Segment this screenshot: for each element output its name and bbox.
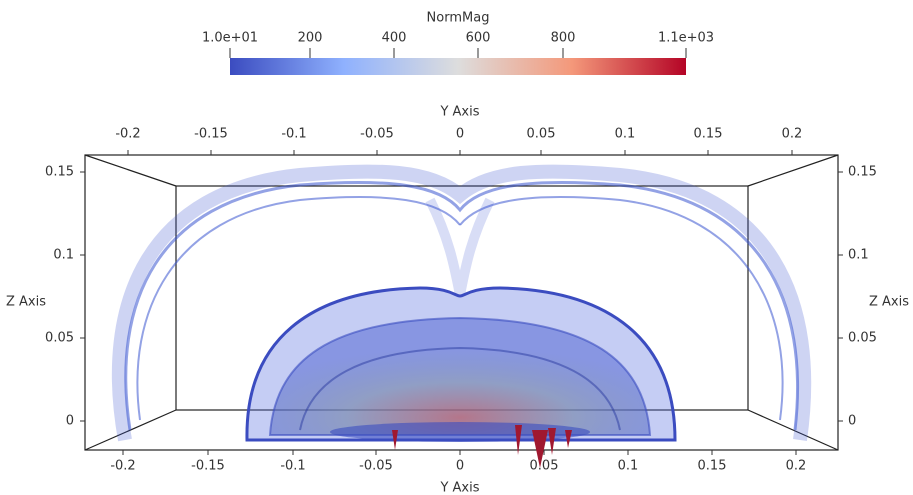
- labels: NormMag 1.0e+01 200 400 600 800 1.1e+03 Y Axis -…: [6, 11, 909, 495]
- left-axis-title: Z Axis: [6, 295, 46, 310]
- colorbar: [230, 58, 686, 75]
- top-tick-label: 0: [456, 127, 464, 142]
- bottom-tick-label: -0.2: [110, 459, 135, 474]
- bottom-tick-label: 0: [456, 459, 464, 474]
- top-tick-label: 0.1: [615, 127, 636, 142]
- top-tick-label: 0.2: [782, 127, 803, 142]
- left-tick-label: 0.15: [45, 165, 74, 180]
- right-tick-label: 0.05: [848, 331, 877, 346]
- colorbar-tick-label: 600: [466, 31, 491, 46]
- colorbar-tick-label: 1.1e+03: [658, 31, 714, 46]
- top-tick-label: -0.2: [115, 127, 140, 142]
- right-tick-label: 0.15: [848, 165, 877, 180]
- bottom-tick-label: -0.15: [191, 459, 225, 474]
- top-tick-label: 0.05: [527, 127, 556, 142]
- top-tick-label: -0.1: [281, 127, 306, 142]
- bottom-tick-label: 0.2: [786, 459, 807, 474]
- bottom-axis-title: Y Axis: [439, 481, 479, 495]
- top-axis-title: Y Axis: [439, 105, 479, 120]
- right-tick-label: 0.1: [848, 248, 869, 263]
- left-tick-label: 0.1: [53, 248, 74, 263]
- top-tick-label: -0.15: [194, 127, 228, 142]
- colorbar-tick-label: 800: [551, 31, 576, 46]
- left-tick-label: 0.05: [45, 331, 74, 346]
- inner-dome: [245, 286, 677, 442]
- colorbar-tick-label: 200: [298, 31, 323, 46]
- bottom-tick-label: 0.1: [618, 459, 639, 474]
- bottom-tick-label: 0.15: [698, 459, 727, 474]
- right-tick-label: 0: [848, 414, 856, 429]
- colorbar-title: NormMag: [427, 11, 490, 26]
- bottom-tick-label: -0.05: [359, 459, 393, 474]
- bottom-tick-label: 0.05: [530, 459, 559, 474]
- red-glyphs: [392, 425, 572, 468]
- left-tick-label: 0: [66, 414, 74, 429]
- colorbar-tick-label: 1.0e+01: [202, 31, 258, 46]
- bottom-tick-label: -0.1: [280, 459, 305, 474]
- right-axis-title: Z Axis: [869, 295, 909, 310]
- top-tick-label: -0.05: [360, 127, 394, 142]
- top-tick-label: 0.15: [694, 127, 723, 142]
- colorbar-tick-label: 400: [382, 31, 407, 46]
